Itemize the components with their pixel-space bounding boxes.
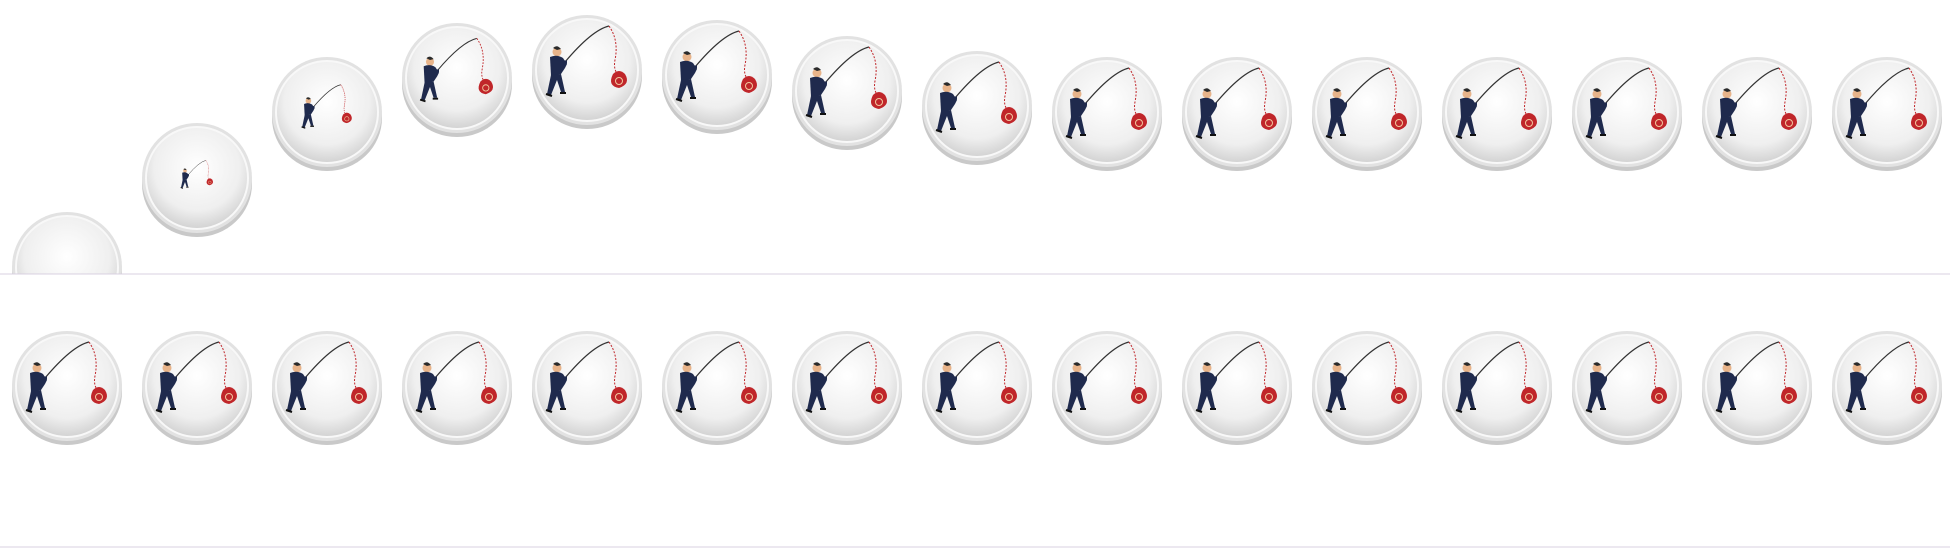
bubble <box>661 330 773 446</box>
bubble <box>271 330 383 446</box>
bubble <box>1831 330 1943 446</box>
bubble <box>1701 330 1813 446</box>
bubble <box>1571 56 1683 172</box>
bubble <box>401 330 513 446</box>
bubble <box>271 56 383 172</box>
bottom-row <box>11 330 1943 446</box>
bubble <box>921 330 1033 446</box>
bubble <box>1181 330 1293 446</box>
bubble <box>1441 56 1553 172</box>
bubble <box>141 122 253 238</box>
top-row <box>11 14 1943 274</box>
bubble <box>141 330 253 446</box>
bubble <box>1701 56 1813 172</box>
bubble <box>531 14 643 130</box>
bubble <box>11 211 123 274</box>
bubble <box>1831 56 1943 172</box>
bubble <box>401 22 513 138</box>
bubble <box>921 50 1033 166</box>
bubble <box>11 330 123 446</box>
bubble <box>1571 330 1683 446</box>
bubble <box>1051 330 1163 446</box>
bubble <box>1441 330 1553 446</box>
bubble <box>531 330 643 446</box>
bubble <box>1051 56 1163 172</box>
bubble <box>791 35 903 151</box>
bubble <box>661 19 773 135</box>
bubble <box>1311 330 1423 446</box>
bubble <box>1311 56 1423 172</box>
bubble <box>791 330 903 446</box>
bubble <box>1181 56 1293 172</box>
